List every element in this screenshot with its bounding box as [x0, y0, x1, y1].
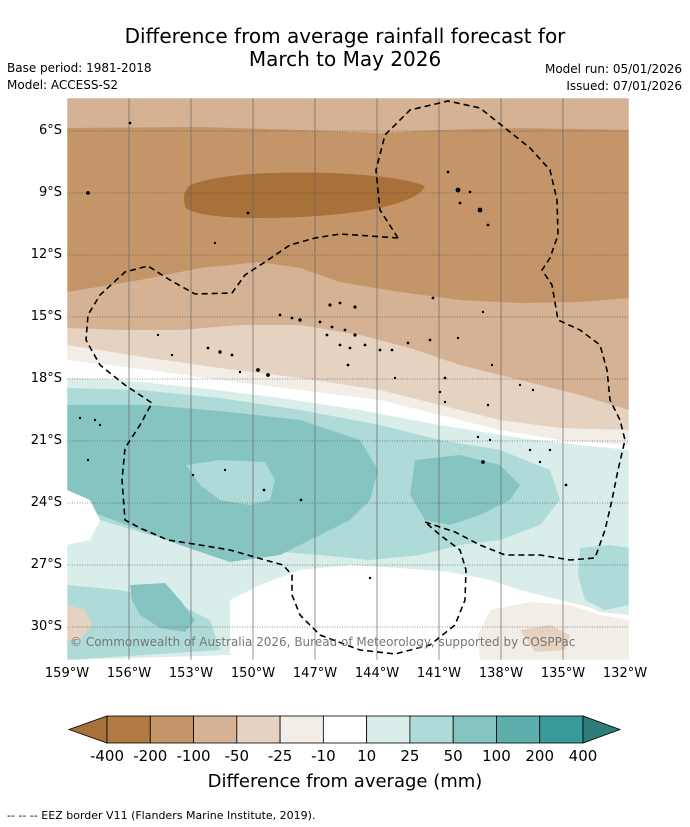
longitude-label: 150°W [230, 666, 276, 681]
model-run-date: Model run: 05/01/2026 [544, 62, 682, 76]
longitude-label: 156°W [106, 666, 152, 681]
rainfall-anomaly-field [67, 98, 629, 660]
map-frame [66, 97, 630, 661]
colorbar-segment [149, 715, 194, 744]
colorbar-tick-label: -10 [311, 747, 336, 765]
colorbar-tick-label: 400 [568, 747, 598, 765]
latitude-label: 30°S [30, 619, 62, 634]
longitude-label: 132°W [602, 666, 648, 681]
wet-100-southwest [130, 583, 195, 632]
colorbar-segment [193, 715, 238, 744]
colorbar-segment [106, 715, 151, 744]
dry-25-southwest-patch [67, 605, 92, 640]
colorbar-segment [496, 715, 541, 744]
colorbar-tick-label: 25 [400, 747, 420, 765]
wet-100-east [410, 455, 520, 525]
latitude-label: 6°S [38, 123, 62, 138]
colorbar-tick-label: -25 [267, 747, 293, 765]
colorbar-segment [452, 715, 497, 744]
colorbar-segment [279, 715, 324, 744]
neutral-west-patch [67, 490, 100, 545]
colorbar-tick-label: -50 [224, 747, 250, 765]
colorbar-segment [322, 715, 368, 744]
colorbar [67, 715, 622, 744]
latitude-label: 9°S [38, 185, 62, 200]
colorbar-tick-label: 50 [443, 747, 463, 765]
colorbar-segment [409, 715, 454, 744]
colorbar-segment [539, 715, 584, 744]
issued-date: Issued: 07/01/2026 [566, 79, 682, 93]
colorbar-tick-label: 100 [482, 747, 511, 765]
model-name: Model: ACCESS-S2 [7, 78, 119, 92]
colorbar-extend-low [67, 715, 108, 744]
longitude-label: 141°W [416, 666, 462, 681]
base-period: Base period: 1981-2018 [7, 61, 152, 75]
colorbar-title: Difference from average (mm) [207, 771, 483, 792]
latitude-label: 24°S [30, 495, 62, 510]
colorbar-segment [236, 715, 281, 744]
latitude-label: 21°S [30, 433, 62, 448]
chart-title-line-1: Difference from average rainfall forecas… [124, 24, 566, 48]
longitude-label: 147°W [292, 666, 338, 681]
latitude-label: 18°S [30, 371, 62, 386]
longitude-label: 135°W [540, 666, 586, 681]
latitude-label: 12°S [30, 247, 62, 262]
colorbar-tick-label: -200 [133, 747, 168, 765]
wet-50-southwest [67, 585, 220, 660]
colorbar-tick-label: -400 [89, 747, 125, 765]
dry-50-south-patch [520, 625, 570, 652]
copyright-notice: © Commonwealth of Australia 2026, Bureau… [70, 635, 576, 649]
latitude-lines [67, 130, 629, 628]
colorbar-tick-label: -100 [176, 747, 211, 765]
latitude-label: 27°S [30, 557, 62, 572]
chart-title-line-2: March to May 2026 [248, 47, 442, 71]
colorbar-extend-high [582, 715, 622, 744]
eez-legend: -- -- -- EEZ border V11 (Flanders Marine… [7, 809, 316, 822]
colorbar-segment [366, 715, 411, 744]
dry-200-band [67, 127, 629, 303]
latitude-label: 15°S [30, 309, 62, 324]
eez-border [85, 100, 626, 655]
longitude-label: 159°W [44, 666, 90, 681]
longitude-label: 153°W [168, 666, 214, 681]
dry-400-core [183, 172, 425, 218]
colorbar-tick-label: 200 [525, 747, 555, 765]
longitude-label: 144°W [354, 666, 400, 681]
colorbar-tick-label: 10 [357, 747, 377, 765]
longitude-label: 138°W [478, 666, 524, 681]
islands [78, 121, 568, 580]
wet-50-southeast [578, 545, 629, 610]
